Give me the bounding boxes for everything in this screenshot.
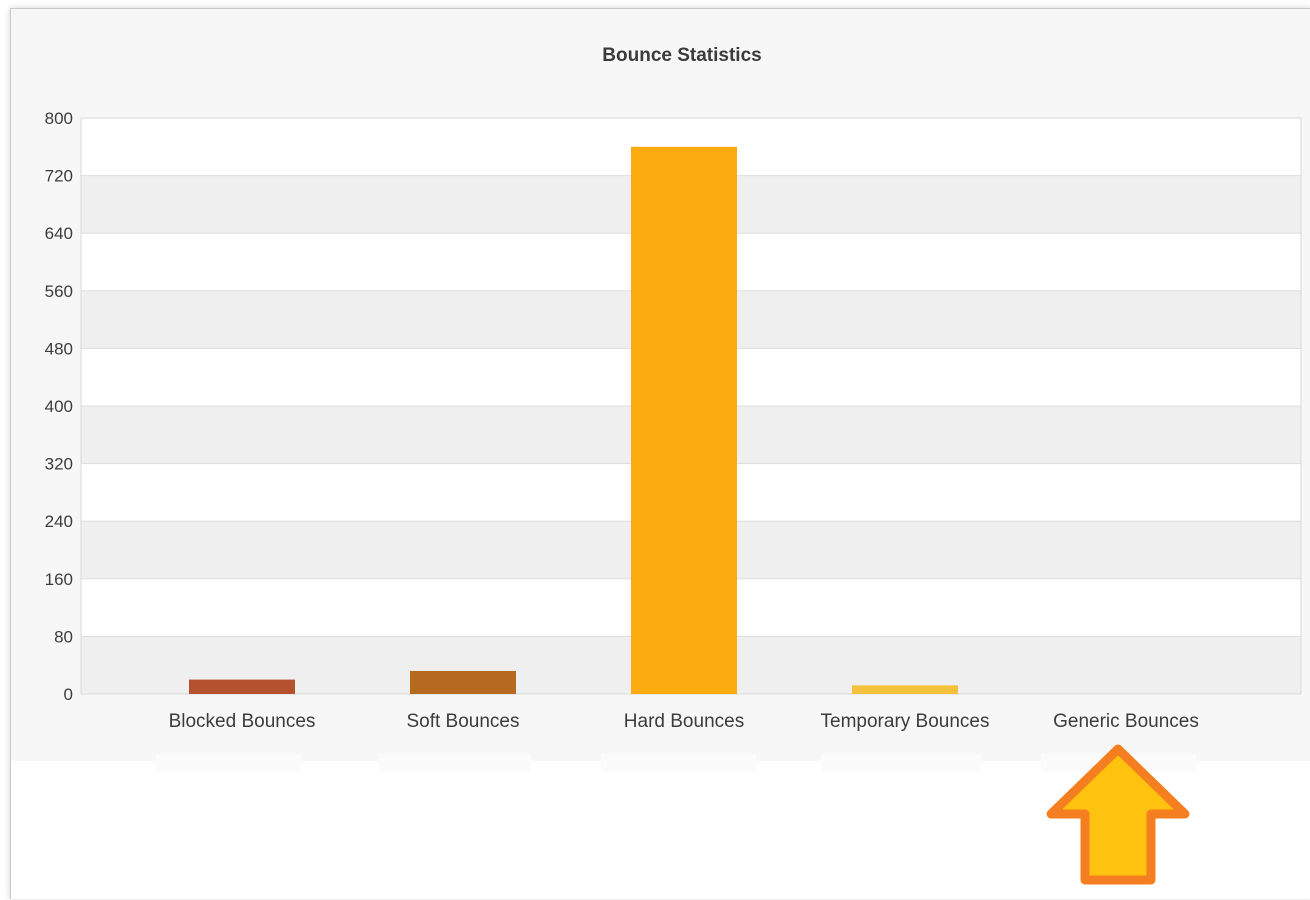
y-tick-label: 80 [54, 627, 73, 646]
y-axis: 0 80 160 240 320 400 480 560 640 720 800 [45, 109, 73, 704]
label-strip [821, 754, 981, 772]
up-arrow-icon [1046, 744, 1190, 885]
bar-chart: 0 80 160 240 320 400 480 560 640 720 800 Blocked B… [45, 45, 1302, 885]
y-tick-label: 640 [45, 224, 73, 243]
label-strip [378, 754, 531, 772]
bar-hard-bounces[interactable] [631, 146, 737, 695]
x-axis: Blocked Bounces Soft Bounces Hard Bounces T… [156, 711, 1199, 772]
chart-window: 0 80 160 240 320 400 480 560 640 720 800 Blocked B… [10, 8, 1310, 899]
y-tick-label: 160 [45, 570, 73, 589]
bar-blocked-bounces[interactable] [189, 679, 295, 694]
label-strip [601, 754, 756, 772]
x-tick-label: Temporary Bounces [821, 711, 990, 732]
y-tick-label: 480 [45, 339, 73, 358]
x-tick-label: Hard Bounces [624, 711, 744, 732]
bars [189, 146, 958, 695]
y-tick-label: 240 [45, 512, 73, 531]
y-tick-label: 320 [45, 455, 73, 474]
y-tick-label: 800 [45, 109, 73, 128]
x-tick-label: Generic Bounces [1053, 711, 1199, 732]
y-tick-label: 720 [45, 167, 73, 186]
x-tick-label: Soft Bounces [406, 711, 519, 732]
y-tick-label: 0 [64, 685, 73, 704]
bar-temporary-bounces[interactable] [852, 685, 958, 694]
y-tick-label: 400 [45, 397, 73, 416]
y-tick-label: 560 [45, 282, 73, 301]
bar-soft-bounces[interactable] [410, 670, 516, 694]
label-strip [156, 754, 301, 772]
chart-title: Bounce Statistics [602, 45, 761, 66]
x-tick-label: Blocked Bounces [169, 711, 316, 732]
